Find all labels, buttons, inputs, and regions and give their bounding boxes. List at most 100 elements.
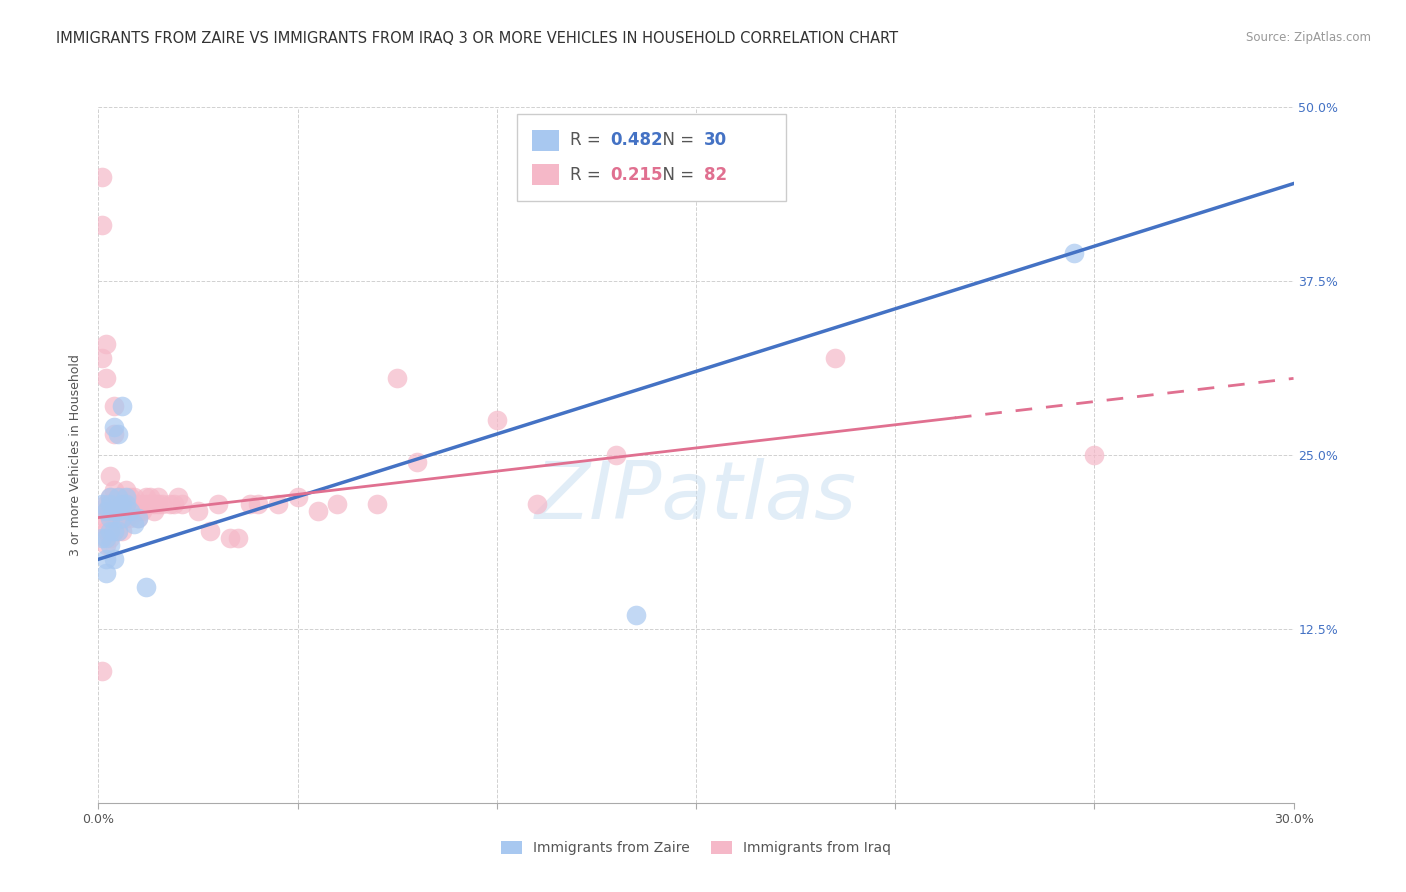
FancyBboxPatch shape <box>517 114 786 201</box>
Point <box>91 532 114 546</box>
Text: 0.482: 0.482 <box>610 131 662 150</box>
Point <box>96 497 118 511</box>
Point <box>96 566 118 581</box>
Point <box>96 524 118 539</box>
Text: N =: N = <box>652 166 699 184</box>
Point <box>226 532 249 546</box>
Text: N =: N = <box>652 131 699 150</box>
Point <box>111 510 134 524</box>
Point <box>98 524 122 539</box>
Text: R =: R = <box>571 131 606 150</box>
Point <box>127 510 149 524</box>
Point <box>135 490 157 504</box>
Point <box>148 490 170 504</box>
Point <box>111 399 134 413</box>
Point <box>163 497 186 511</box>
Point <box>115 483 138 497</box>
Point <box>98 503 122 517</box>
Point <box>107 427 129 442</box>
Point <box>207 497 229 511</box>
Point <box>124 490 146 504</box>
Point <box>98 468 122 483</box>
Point <box>366 497 388 511</box>
Point <box>96 503 118 517</box>
Point <box>96 510 118 524</box>
Point <box>98 538 122 552</box>
Point <box>96 538 118 552</box>
Point <box>605 448 627 462</box>
Point <box>103 503 125 517</box>
Point <box>103 427 125 442</box>
Point <box>526 497 548 511</box>
Point <box>91 351 114 365</box>
FancyBboxPatch shape <box>533 164 558 185</box>
Point <box>120 497 142 511</box>
Point <box>120 510 142 524</box>
Point <box>98 510 122 524</box>
Point <box>115 510 138 524</box>
Point <box>103 399 125 413</box>
Point <box>96 552 118 566</box>
Point <box>267 497 290 511</box>
Point <box>96 524 118 539</box>
Point <box>1083 448 1105 462</box>
Point <box>103 483 125 497</box>
Point <box>172 497 194 511</box>
Text: R =: R = <box>571 166 606 184</box>
Point <box>326 497 349 511</box>
Point <box>91 510 114 524</box>
Point <box>98 524 122 539</box>
Point <box>91 169 114 184</box>
Point <box>91 219 114 233</box>
Point <box>120 490 142 504</box>
Text: IMMIGRANTS FROM ZAIRE VS IMMIGRANTS FROM IRAQ 3 OR MORE VEHICLES IN HOUSEHOLD CO: IMMIGRANTS FROM ZAIRE VS IMMIGRANTS FROM… <box>56 31 898 46</box>
Point <box>485 413 508 427</box>
Point <box>139 497 162 511</box>
Point <box>107 503 129 517</box>
Point <box>103 524 125 539</box>
Point <box>107 490 129 504</box>
Point <box>135 580 157 594</box>
Point <box>127 503 149 517</box>
Point <box>167 490 190 504</box>
Point <box>107 490 129 504</box>
Point <box>103 503 125 517</box>
Point <box>98 532 122 546</box>
Point <box>111 497 134 511</box>
Point <box>111 503 134 517</box>
Legend: Immigrants from Zaire, Immigrants from Iraq: Immigrants from Zaire, Immigrants from I… <box>495 834 897 862</box>
Point <box>127 510 149 524</box>
Point <box>406 455 429 469</box>
Point <box>143 497 166 511</box>
Point <box>111 490 134 504</box>
Point <box>103 420 125 434</box>
Point <box>91 664 114 678</box>
Point <box>219 532 242 546</box>
Point <box>98 490 122 504</box>
Point <box>187 503 209 517</box>
Point <box>96 336 118 351</box>
Point <box>246 497 269 511</box>
Point <box>148 497 170 511</box>
Text: 0.215: 0.215 <box>610 166 662 184</box>
Point <box>1063 246 1085 260</box>
Point <box>96 503 118 517</box>
Point <box>135 497 157 511</box>
Point <box>96 532 118 546</box>
Point <box>626 607 648 622</box>
Point <box>107 524 129 539</box>
Point <box>115 497 138 511</box>
Point <box>103 510 125 524</box>
Point <box>98 497 122 511</box>
Point <box>111 524 134 539</box>
Point <box>287 490 309 504</box>
Point <box>107 524 129 539</box>
Point <box>107 510 129 524</box>
Point <box>96 371 118 385</box>
Point <box>198 524 221 539</box>
Text: 30: 30 <box>704 131 727 150</box>
Point <box>307 503 329 517</box>
Point <box>124 503 146 517</box>
Point <box>111 497 134 511</box>
Point <box>127 497 149 511</box>
